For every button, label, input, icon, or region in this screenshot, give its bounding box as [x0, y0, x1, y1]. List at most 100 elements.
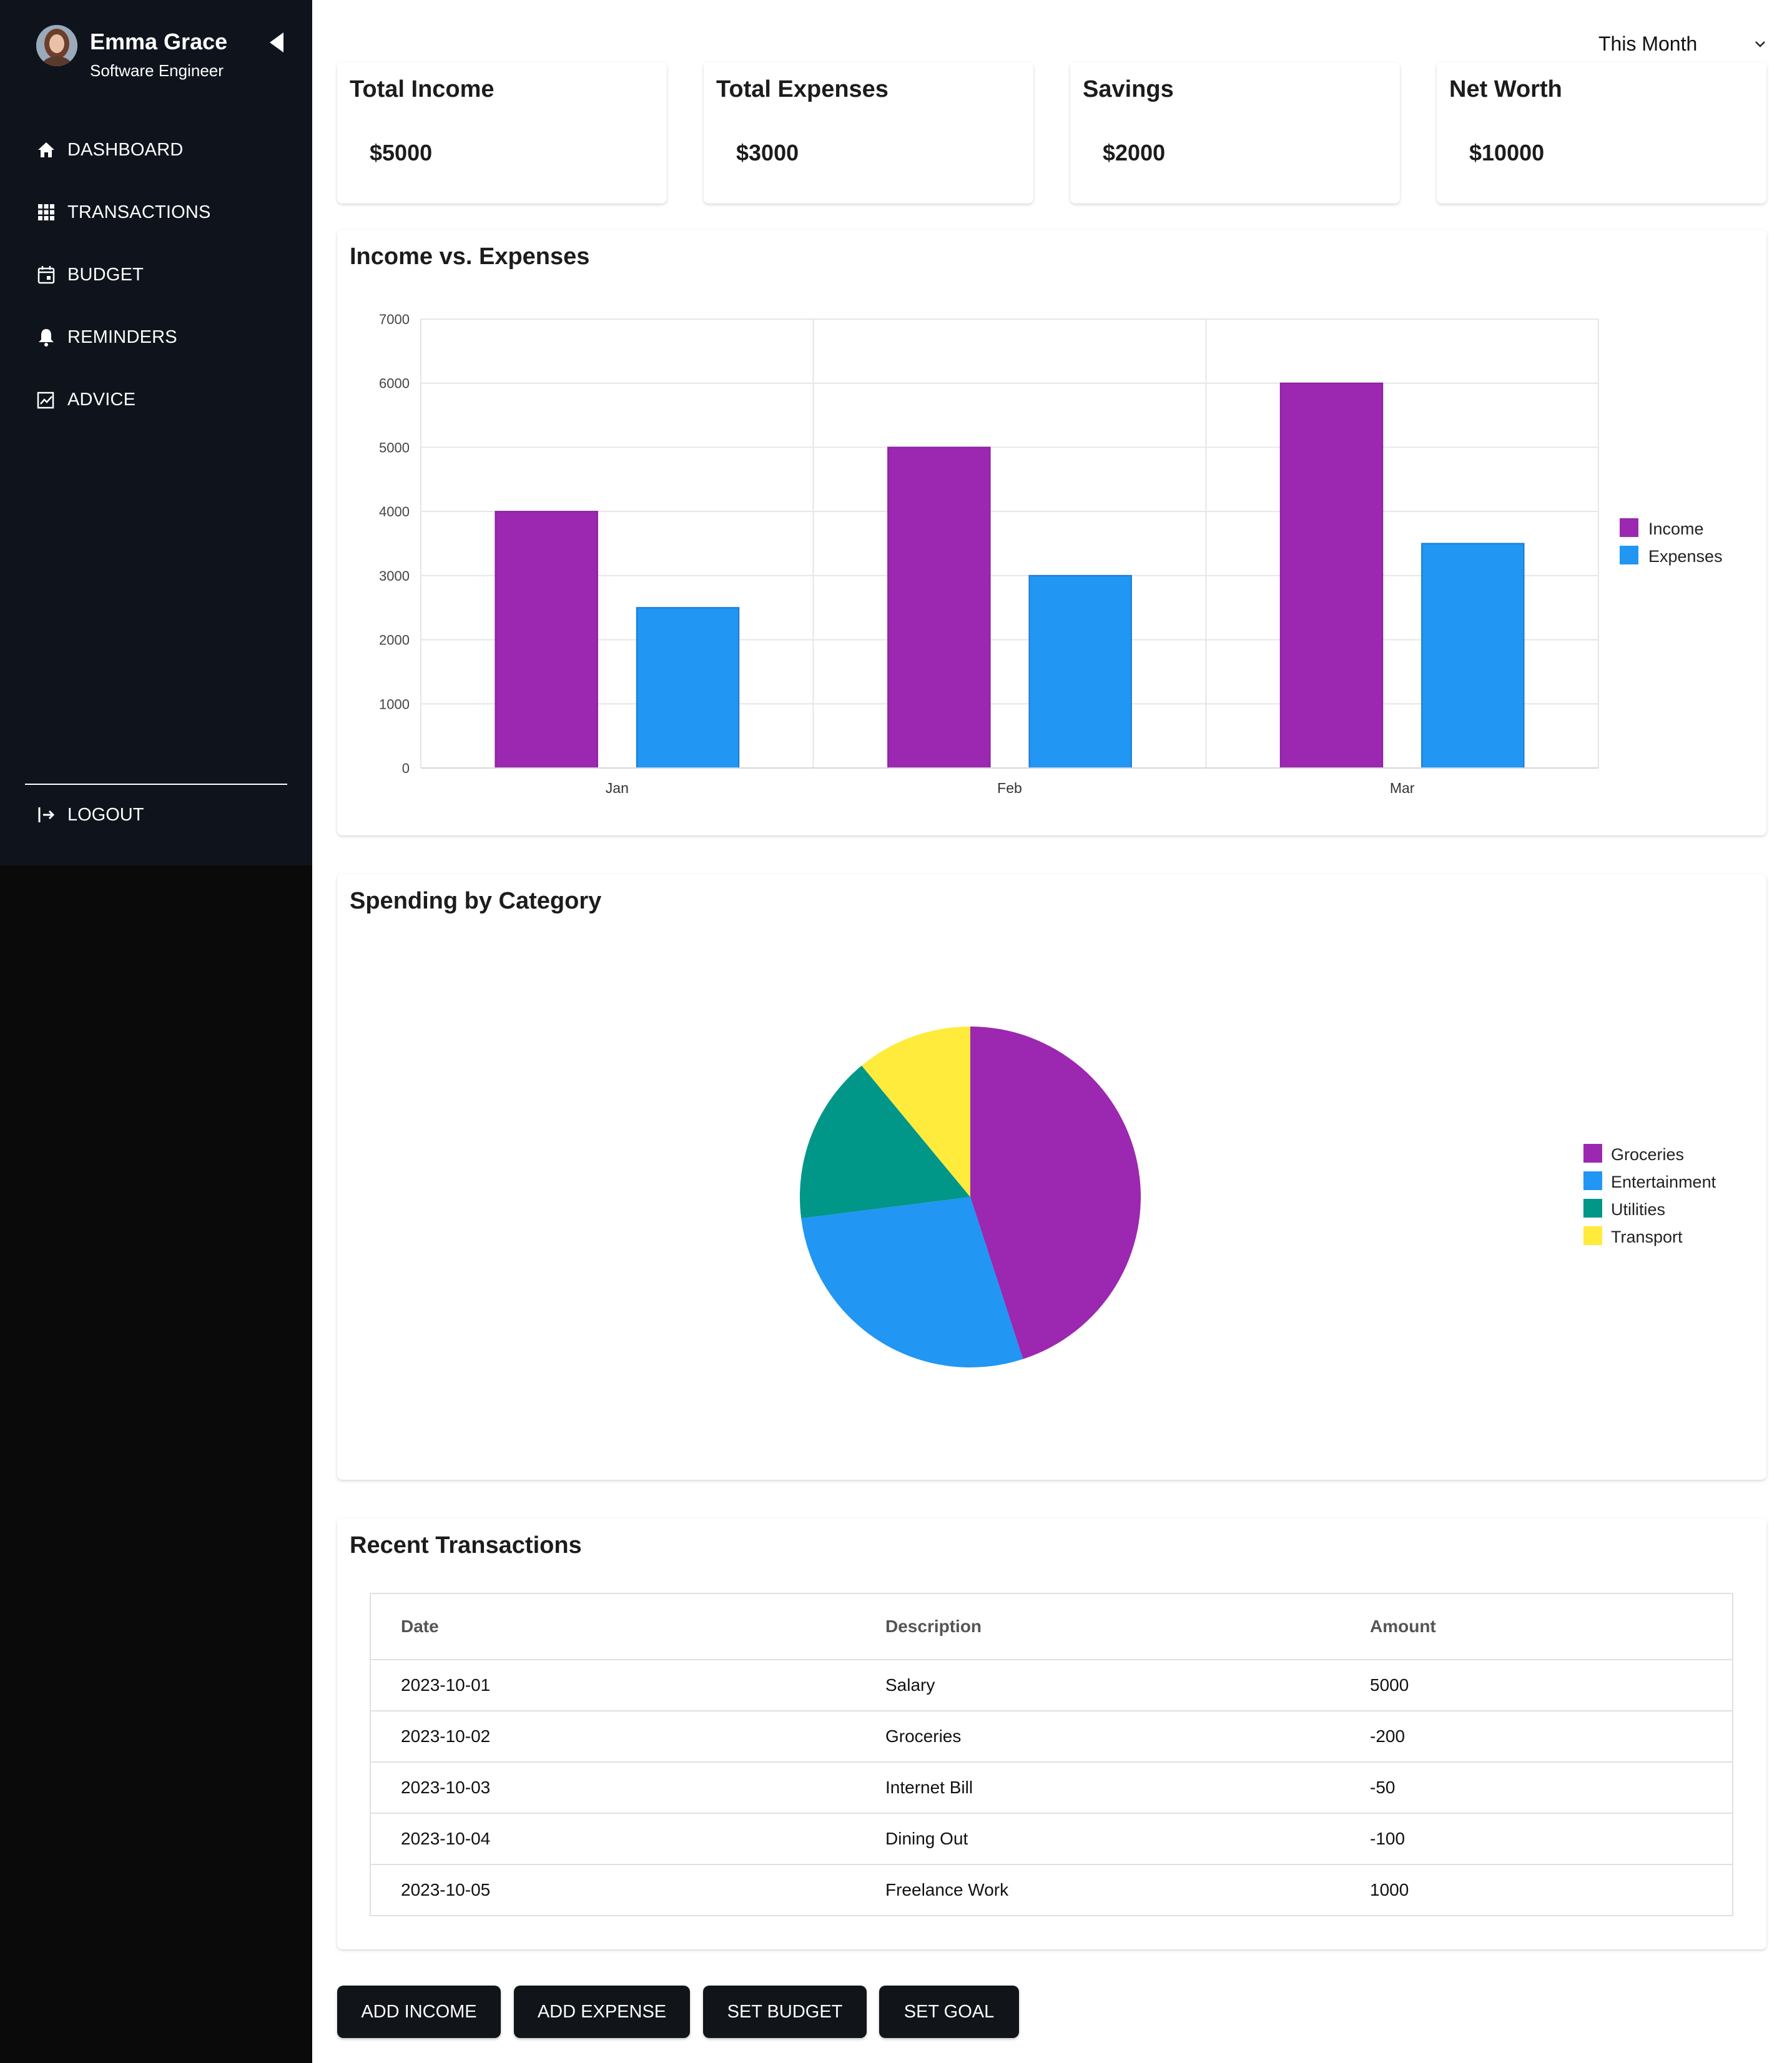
income-expenses-card: Income vs. Expenses 0 1000 2000 3000 4000 500… — [337, 230, 1766, 835]
y-tick-label: 5000 — [379, 440, 410, 455]
stat-value: $2000 — [1103, 140, 1166, 165]
sidebar-item-advice[interactable]: ADVICE — [36, 368, 298, 431]
table-row: 2023-10-04 Dining Out -100 — [370, 1813, 1733, 1864]
stat-value: $3000 — [736, 140, 799, 165]
avatar — [36, 25, 77, 66]
stat-card-total-income: Total Income $5000 — [337, 62, 667, 204]
sidebar-item-label: BUDGET — [67, 264, 144, 285]
spending-category-card: Spending by Category Groceries Entertainm… — [337, 874, 1766, 1480]
sidebar-nav: DASHBOARD TRANSACTIONS BUDGET — [36, 119, 298, 431]
table-row: 2023-10-03 Internet Bill -50 — [370, 1761, 1733, 1813]
cell-description: Salary — [855, 1659, 1340, 1711]
column-header-description: Description — [885, 1617, 982, 1636]
legend-label: Utilities — [1611, 1200, 1665, 1219]
logout-icon — [36, 805, 56, 825]
legend-label: Expenses — [1648, 547, 1723, 566]
chart-edit-icon — [36, 390, 56, 410]
y-tick-label: 6000 — [379, 376, 410, 391]
stat-value: $10000 — [1469, 140, 1545, 165]
y-tick-label: 0 — [402, 761, 410, 776]
bar-income-mar — [1279, 382, 1384, 769]
cell-amount: 5000 — [1340, 1659, 1733, 1711]
logout-button[interactable]: LOGOUT — [36, 796, 144, 834]
stat-card-total-expenses: Total Expenses $3000 — [704, 62, 1033, 204]
sidebar-item-reminders[interactable]: REMINDERS — [36, 306, 298, 368]
legend-label: Groceries — [1611, 1145, 1684, 1164]
pie-slice-utilities — [800, 1065, 970, 1219]
y-tick-label: 2000 — [379, 633, 410, 648]
cell-description: Dining Out — [855, 1813, 1340, 1864]
stat-card-savings: Savings $2000 — [1070, 62, 1400, 204]
cell-description: Freelance Work — [855, 1864, 1340, 1916]
calendar-icon — [36, 265, 56, 285]
set-goal-button[interactable]: SET GOAL — [879, 1986, 1019, 2038]
income-expenses-title: Income vs. Expenses — [350, 244, 590, 270]
transactions-table: Date Description Amount 2023-10-01 Salar… — [370, 1593, 1733, 1916]
sidebar-item-label: ADVICE — [67, 389, 136, 410]
sidebar-divider — [25, 784, 287, 785]
period-value: This Month — [1598, 32, 1698, 55]
spending-category-chart: Groceries Entertainment Utilities Transport — [800, 1027, 1716, 1367]
cell-date: 2023-10-04 — [370, 1813, 855, 1864]
y-tick-label: 7000 — [379, 312, 410, 327]
legend-label: Transport — [1611, 1228, 1683, 1246]
cell-amount: 1000 — [1340, 1864, 1733, 1916]
income-expenses-chart: 0 1000 2000 3000 4000 5000 6000 7000 Jan Feb Mar In… — [379, 312, 1723, 796]
sidebar-item-transactions[interactable]: TRANSACTIONS — [36, 181, 298, 244]
collapse-sidebar-icon[interactable] — [265, 30, 290, 55]
legend-swatch — [1583, 1199, 1602, 1218]
user-role: Software Engineer — [90, 61, 224, 80]
cell-amount: -50 — [1340, 1761, 1733, 1813]
cell-date: 2023-10-05 — [370, 1864, 855, 1916]
x-tick-label: Feb — [997, 780, 1022, 796]
table-row: 2023-10-01 Salary 5000 — [370, 1659, 1733, 1711]
legend-swatch — [1620, 518, 1638, 537]
grid-icon — [36, 202, 56, 222]
pie-slice-entertainment — [801, 1197, 1023, 1367]
legend-swatch — [1620, 546, 1638, 564]
pie-slice-transport — [861, 1027, 970, 1197]
legend-swatch — [1583, 1226, 1602, 1245]
legend-label: Entertainment — [1611, 1173, 1716, 1191]
cell-date: 2023-10-01 — [370, 1659, 855, 1711]
column-header-amount: Amount — [1370, 1617, 1436, 1636]
stat-title: Total Income — [350, 76, 495, 102]
cell-description: Internet Bill — [855, 1761, 1340, 1813]
legend-swatch — [1583, 1144, 1602, 1163]
stat-title: Total Expenses — [716, 76, 889, 102]
sidebar-item-label: TRANSACTIONS — [67, 202, 211, 222]
cell-amount: -200 — [1340, 1710, 1733, 1762]
period-select[interactable]: This Month — [1598, 25, 1773, 62]
add-income-button[interactable]: ADD INCOME — [337, 1986, 501, 2038]
sidebar-item-label: DASHBOARD — [67, 139, 184, 160]
legend-label: Income — [1648, 519, 1704, 538]
y-tick-label: 1000 — [379, 696, 410, 712]
pie-slice-groceries — [970, 1027, 1141, 1359]
stat-card-net-worth: Net Worth $10000 — [1437, 62, 1766, 204]
bar-expenses-mar — [1421, 543, 1525, 769]
cell-date: 2023-10-02 — [370, 1710, 855, 1762]
user-profile: Emma Grace Software Engineer — [36, 25, 298, 87]
stat-value: $5000 — [370, 140, 433, 165]
cell-description: Groceries — [855, 1710, 1340, 1762]
add-expense-button[interactable]: ADD EXPENSE — [514, 1986, 690, 2038]
sidebar-item-dashboard[interactable]: DASHBOARD — [36, 119, 298, 181]
set-budget-button[interactable]: SET BUDGET — [703, 1986, 867, 2038]
cell-amount: -100 — [1340, 1813, 1733, 1864]
user-name: Emma Grace — [90, 29, 228, 54]
table-header-row: Date Description Amount — [370, 1593, 1733, 1660]
stat-title: Net Worth — [1449, 76, 1562, 102]
column-header-date: Date — [401, 1617, 439, 1636]
table-row: 2023-10-02 Groceries -200 — [370, 1710, 1733, 1762]
table-row: 2023-10-05 Freelance Work 1000 — [370, 1864, 1733, 1916]
cell-date: 2023-10-03 — [370, 1761, 855, 1813]
sidebar-item-budget[interactable]: BUDGET — [36, 244, 298, 306]
bell-icon — [36, 327, 56, 347]
spending-category-title: Spending by Category — [350, 888, 602, 914]
y-tick-label: 3000 — [379, 568, 410, 584]
legend-swatch — [1583, 1171, 1602, 1190]
bar-expenses-feb — [1028, 574, 1132, 769]
bar-income-jan — [495, 511, 598, 769]
x-tick-label: Jan — [606, 780, 629, 796]
sidebar: Emma Grace Software Engineer DASHBOARD T… — [0, 0, 312, 865]
